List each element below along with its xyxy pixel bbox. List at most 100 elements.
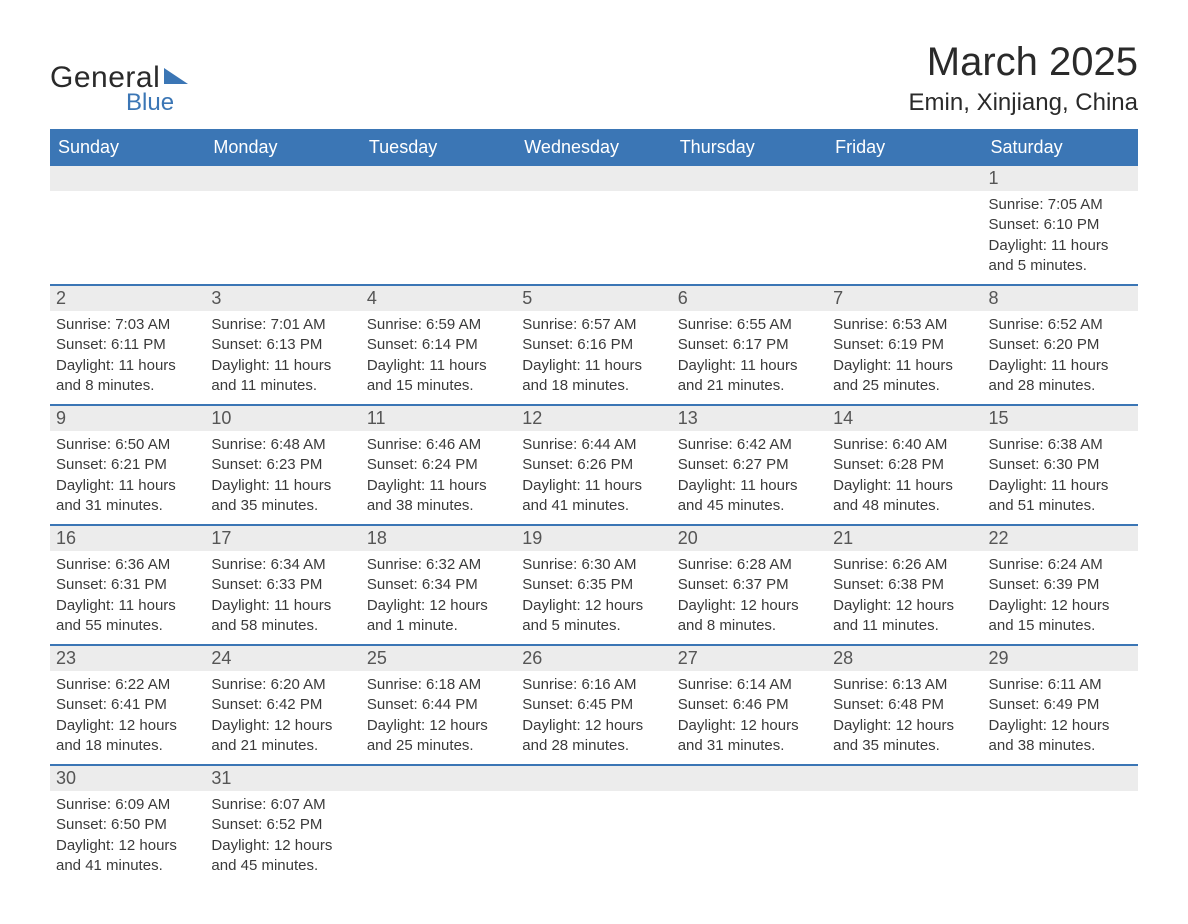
- day-number: 11: [361, 406, 516, 431]
- calendar-cell: 26Sunrise: 6:16 AMSunset: 6:45 PMDayligh…: [516, 645, 671, 765]
- day-number: 14: [827, 406, 982, 431]
- day-details: [516, 791, 671, 851]
- day-details: [827, 791, 982, 851]
- day-number: 24: [205, 646, 360, 671]
- calendar-cell: 28Sunrise: 6:13 AMSunset: 6:48 PMDayligh…: [827, 645, 982, 765]
- day-number: 3: [205, 286, 360, 311]
- day-details: [361, 191, 516, 251]
- title-location: Emin, Xinjiang, China: [909, 89, 1138, 117]
- day-number: 26: [516, 646, 671, 671]
- calendar-cell: [205, 166, 360, 285]
- calendar-cell: 25Sunrise: 6:18 AMSunset: 6:44 PMDayligh…: [361, 645, 516, 765]
- calendar-cell: 13Sunrise: 6:42 AMSunset: 6:27 PMDayligh…: [672, 405, 827, 525]
- day-details: Sunrise: 6:16 AMSunset: 6:45 PMDaylight:…: [516, 671, 671, 764]
- calendar-cell: 10Sunrise: 6:48 AMSunset: 6:23 PMDayligh…: [205, 405, 360, 525]
- calendar-cell: [827, 765, 982, 884]
- calendar-week: 1Sunrise: 7:05 AMSunset: 6:10 PMDaylight…: [50, 166, 1138, 285]
- day-number: 10: [205, 406, 360, 431]
- calendar-cell: 27Sunrise: 6:14 AMSunset: 6:46 PMDayligh…: [672, 645, 827, 765]
- day-number: 25: [361, 646, 516, 671]
- calendar-cell: 20Sunrise: 6:28 AMSunset: 6:37 PMDayligh…: [672, 525, 827, 645]
- day-number: [672, 166, 827, 191]
- calendar-cell: 6Sunrise: 6:55 AMSunset: 6:17 PMDaylight…: [672, 285, 827, 405]
- calendar-cell: [361, 166, 516, 285]
- day-details: Sunrise: 7:01 AMSunset: 6:13 PMDaylight:…: [205, 311, 360, 404]
- day-details: Sunrise: 6:24 AMSunset: 6:39 PMDaylight:…: [983, 551, 1138, 644]
- calendar-cell: 24Sunrise: 6:20 AMSunset: 6:42 PMDayligh…: [205, 645, 360, 765]
- calendar-cell: 7Sunrise: 6:53 AMSunset: 6:19 PMDaylight…: [827, 285, 982, 405]
- day-header-row: SundayMondayTuesdayWednesdayThursdayFrid…: [50, 129, 1138, 166]
- day-number: 8: [983, 286, 1138, 311]
- day-header-saturday: Saturday: [983, 129, 1138, 166]
- day-number: 5: [516, 286, 671, 311]
- day-number: 30: [50, 766, 205, 791]
- day-number: 6: [672, 286, 827, 311]
- calendar-cell: 12Sunrise: 6:44 AMSunset: 6:26 PMDayligh…: [516, 405, 671, 525]
- calendar-cell: 9Sunrise: 6:50 AMSunset: 6:21 PMDaylight…: [50, 405, 205, 525]
- calendar-body: 1Sunrise: 7:05 AMSunset: 6:10 PMDaylight…: [50, 166, 1138, 884]
- day-details: Sunrise: 6:48 AMSunset: 6:23 PMDaylight:…: [205, 431, 360, 524]
- day-number: 23: [50, 646, 205, 671]
- day-number: [827, 166, 982, 191]
- title-month: March 2025: [909, 40, 1138, 85]
- day-number: 16: [50, 526, 205, 551]
- day-details: Sunrise: 6:59 AMSunset: 6:14 PMDaylight:…: [361, 311, 516, 404]
- logo: General Blue: [50, 61, 188, 117]
- day-number: [516, 166, 671, 191]
- calendar-cell: 5Sunrise: 6:57 AMSunset: 6:16 PMDaylight…: [516, 285, 671, 405]
- day-details: [50, 191, 205, 251]
- day-details: Sunrise: 6:30 AMSunset: 6:35 PMDaylight:…: [516, 551, 671, 644]
- day-details: Sunrise: 6:50 AMSunset: 6:21 PMDaylight:…: [50, 431, 205, 524]
- calendar-cell: 8Sunrise: 6:52 AMSunset: 6:20 PMDaylight…: [983, 285, 1138, 405]
- title-block: March 2025 Emin, Xinjiang, China: [909, 40, 1138, 117]
- day-header-wednesday: Wednesday: [516, 129, 671, 166]
- day-details: [361, 791, 516, 851]
- calendar-cell: [827, 166, 982, 285]
- day-details: Sunrise: 6:55 AMSunset: 6:17 PMDaylight:…: [672, 311, 827, 404]
- page-header: General Blue March 2025 Emin, Xinjiang, …: [50, 40, 1138, 117]
- calendar-cell: 3Sunrise: 7:01 AMSunset: 6:13 PMDaylight…: [205, 285, 360, 405]
- calendar-cell: [672, 166, 827, 285]
- day-number: 18: [361, 526, 516, 551]
- day-number: 4: [361, 286, 516, 311]
- day-details: Sunrise: 6:46 AMSunset: 6:24 PMDaylight:…: [361, 431, 516, 524]
- calendar-cell: 2Sunrise: 7:03 AMSunset: 6:11 PMDaylight…: [50, 285, 205, 405]
- day-details: Sunrise: 6:52 AMSunset: 6:20 PMDaylight:…: [983, 311, 1138, 404]
- day-details: Sunrise: 6:22 AMSunset: 6:41 PMDaylight:…: [50, 671, 205, 764]
- day-number: 2: [50, 286, 205, 311]
- day-number: [361, 766, 516, 791]
- day-number: 9: [50, 406, 205, 431]
- day-number: 20: [672, 526, 827, 551]
- day-details: Sunrise: 6:38 AMSunset: 6:30 PMDaylight:…: [983, 431, 1138, 524]
- calendar-cell: 18Sunrise: 6:32 AMSunset: 6:34 PMDayligh…: [361, 525, 516, 645]
- day-number: 1: [983, 166, 1138, 191]
- calendar-week: 16Sunrise: 6:36 AMSunset: 6:31 PMDayligh…: [50, 525, 1138, 645]
- day-details: Sunrise: 7:03 AMSunset: 6:11 PMDaylight:…: [50, 311, 205, 404]
- day-header-friday: Friday: [827, 129, 982, 166]
- calendar-cell: [516, 765, 671, 884]
- day-details: Sunrise: 6:11 AMSunset: 6:49 PMDaylight:…: [983, 671, 1138, 764]
- day-header-sunday: Sunday: [50, 129, 205, 166]
- calendar-cell: [361, 765, 516, 884]
- day-details: Sunrise: 6:18 AMSunset: 6:44 PMDaylight:…: [361, 671, 516, 764]
- day-number: 7: [827, 286, 982, 311]
- day-number: [205, 166, 360, 191]
- calendar-cell: [516, 166, 671, 285]
- day-details: Sunrise: 6:13 AMSunset: 6:48 PMDaylight:…: [827, 671, 982, 764]
- day-details: Sunrise: 6:44 AMSunset: 6:26 PMDaylight:…: [516, 431, 671, 524]
- calendar-cell: 1Sunrise: 7:05 AMSunset: 6:10 PMDaylight…: [983, 166, 1138, 285]
- day-details: [516, 191, 671, 251]
- logo-text-bottom: Blue: [126, 89, 174, 117]
- day-details: Sunrise: 6:53 AMSunset: 6:19 PMDaylight:…: [827, 311, 982, 404]
- calendar-cell: [983, 765, 1138, 884]
- day-number: 15: [983, 406, 1138, 431]
- calendar-cell: 23Sunrise: 6:22 AMSunset: 6:41 PMDayligh…: [50, 645, 205, 765]
- day-details: Sunrise: 6:14 AMSunset: 6:46 PMDaylight:…: [672, 671, 827, 764]
- day-details: Sunrise: 6:32 AMSunset: 6:34 PMDaylight:…: [361, 551, 516, 644]
- calendar-cell: 22Sunrise: 6:24 AMSunset: 6:39 PMDayligh…: [983, 525, 1138, 645]
- day-header-monday: Monday: [205, 129, 360, 166]
- day-details: Sunrise: 6:40 AMSunset: 6:28 PMDaylight:…: [827, 431, 982, 524]
- calendar-cell: 29Sunrise: 6:11 AMSunset: 6:49 PMDayligh…: [983, 645, 1138, 765]
- day-header-tuesday: Tuesday: [361, 129, 516, 166]
- day-details: Sunrise: 6:28 AMSunset: 6:37 PMDaylight:…: [672, 551, 827, 644]
